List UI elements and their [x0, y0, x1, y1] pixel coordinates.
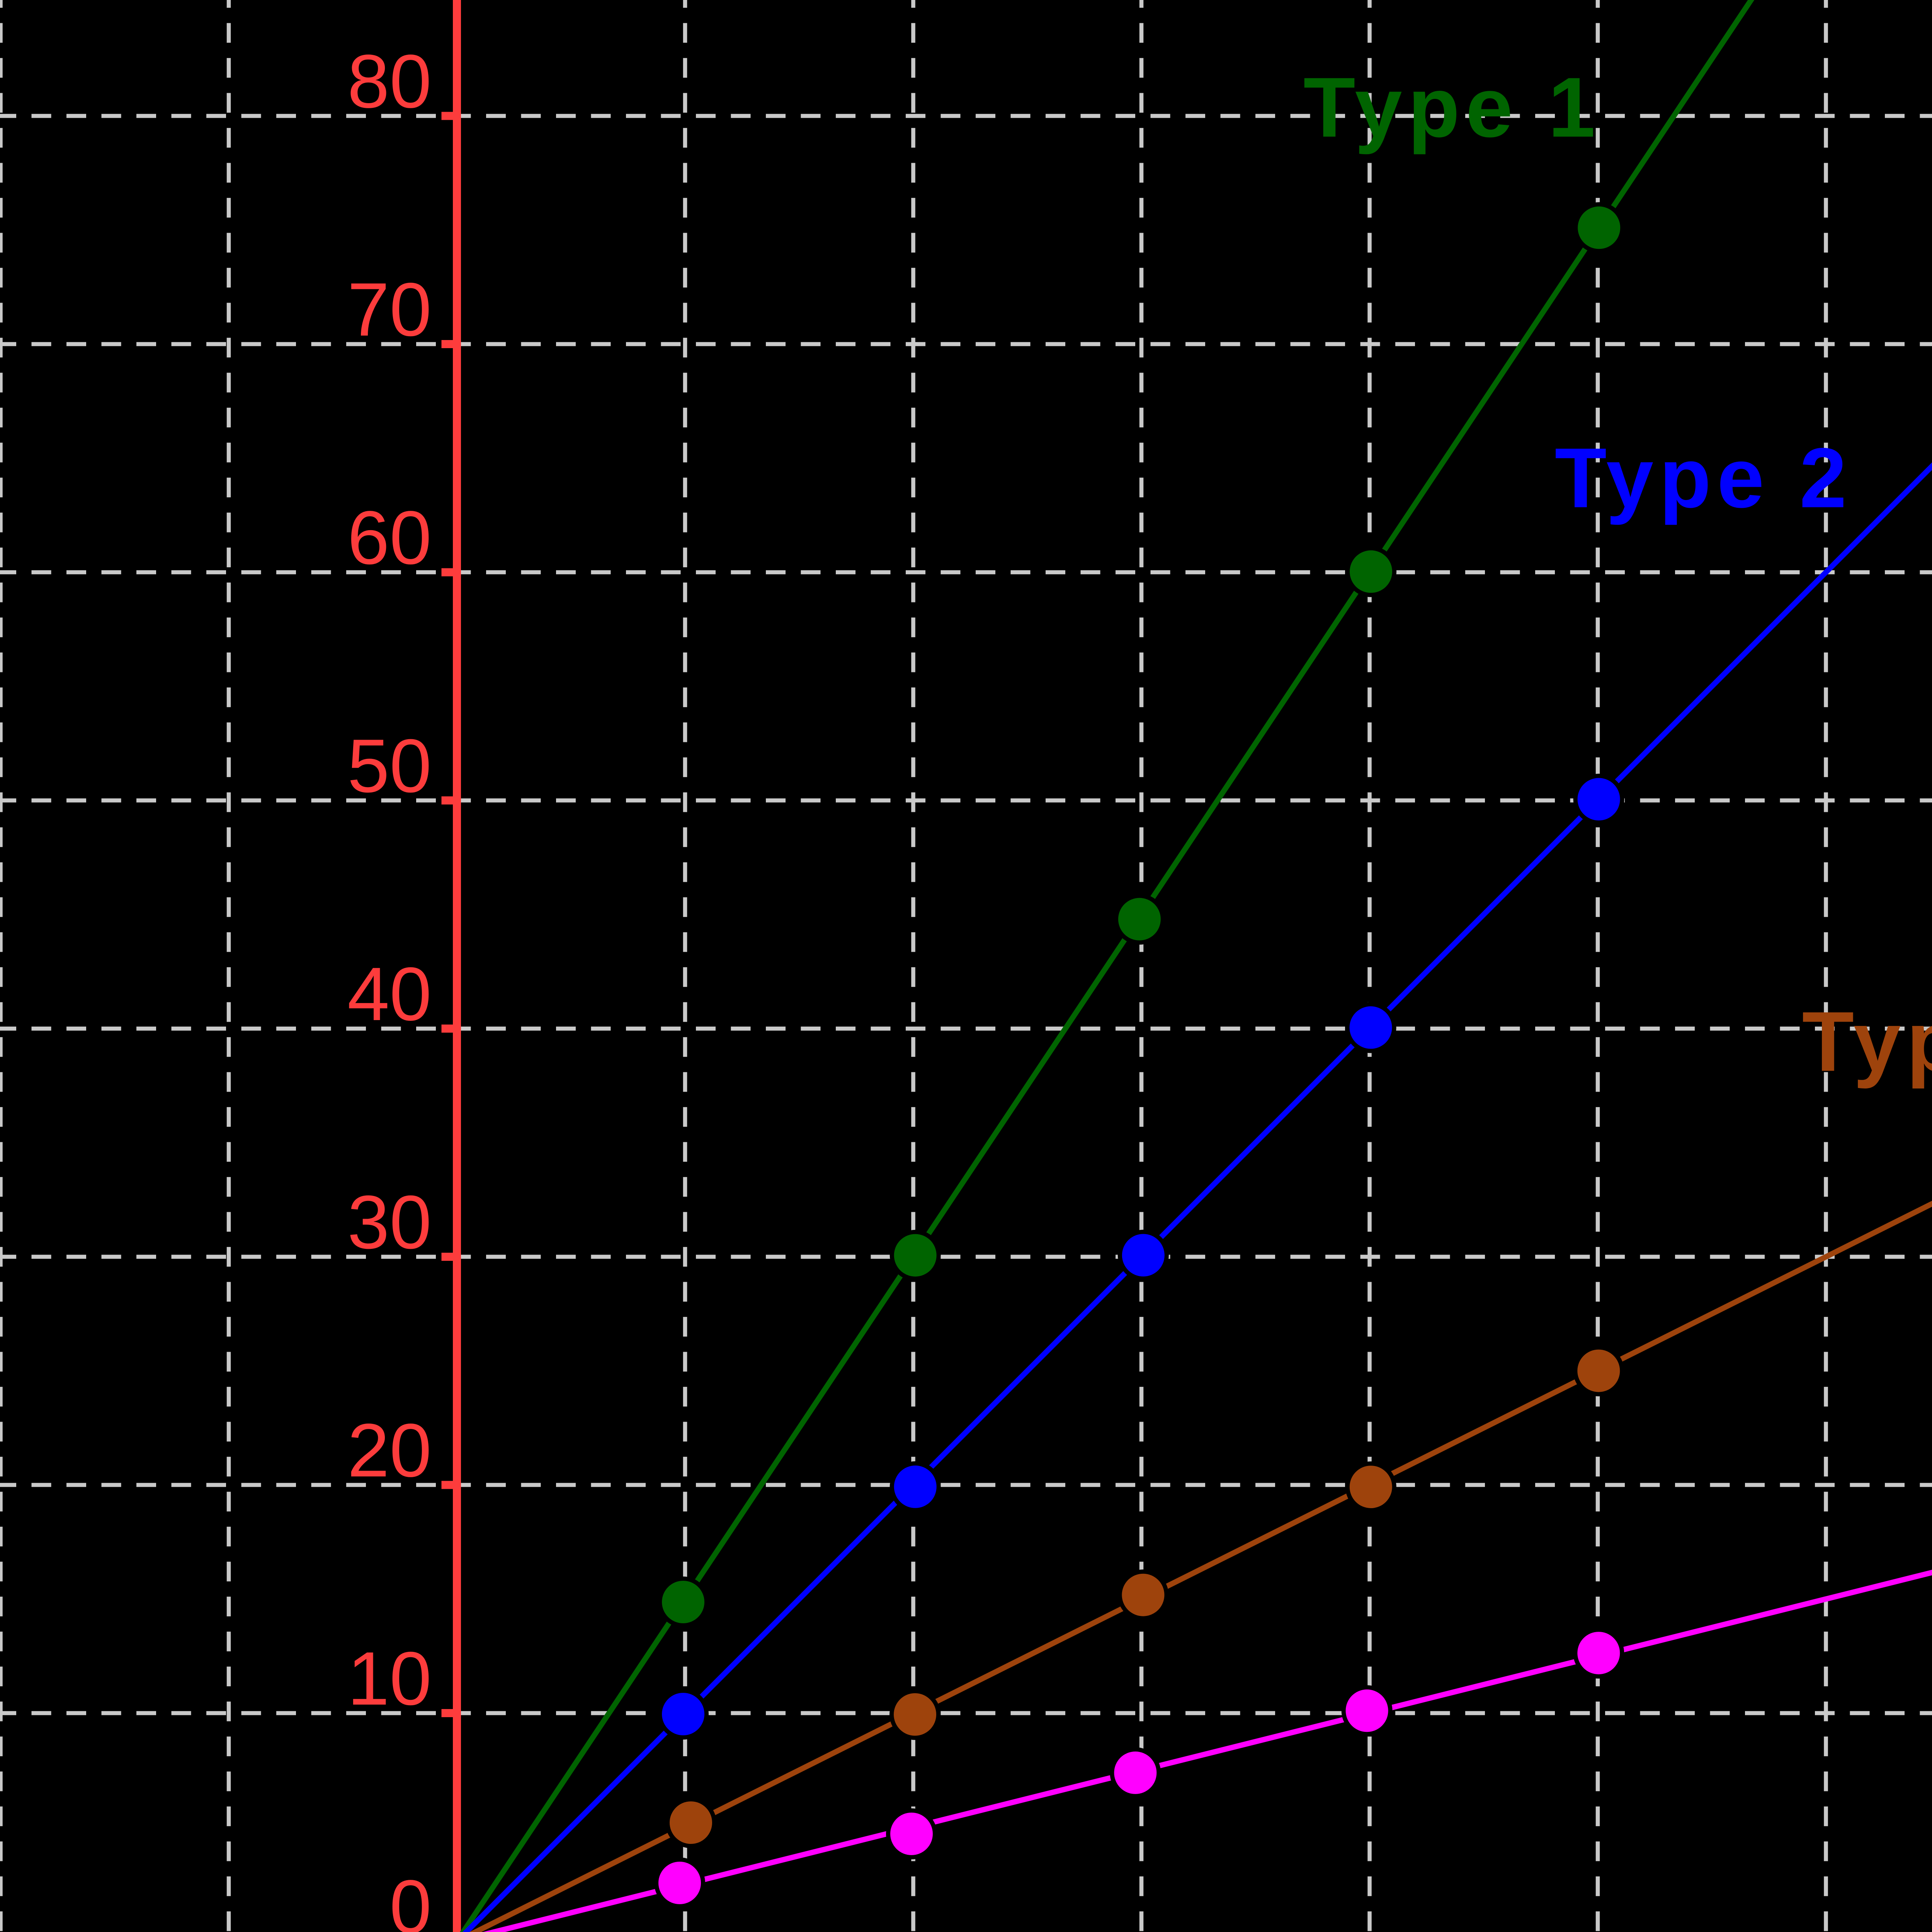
svg-text:Type 2: Type 2	[1555, 430, 1853, 526]
svg-text:10: 10	[347, 1636, 432, 1721]
svg-text:0: 0	[389, 1864, 432, 1932]
svg-text:40: 40	[347, 952, 432, 1036]
svg-text:Type 1: Type 1	[1303, 60, 1601, 155]
svg-text:50: 50	[347, 724, 432, 808]
svg-text:Type 3: Type 3	[1802, 994, 1932, 1089]
svg-text:60: 60	[347, 495, 432, 580]
svg-text:30: 30	[347, 1180, 432, 1265]
svg-text:80: 80	[347, 39, 432, 124]
svg-text:20: 20	[347, 1408, 432, 1493]
svg-text:70: 70	[347, 267, 432, 352]
